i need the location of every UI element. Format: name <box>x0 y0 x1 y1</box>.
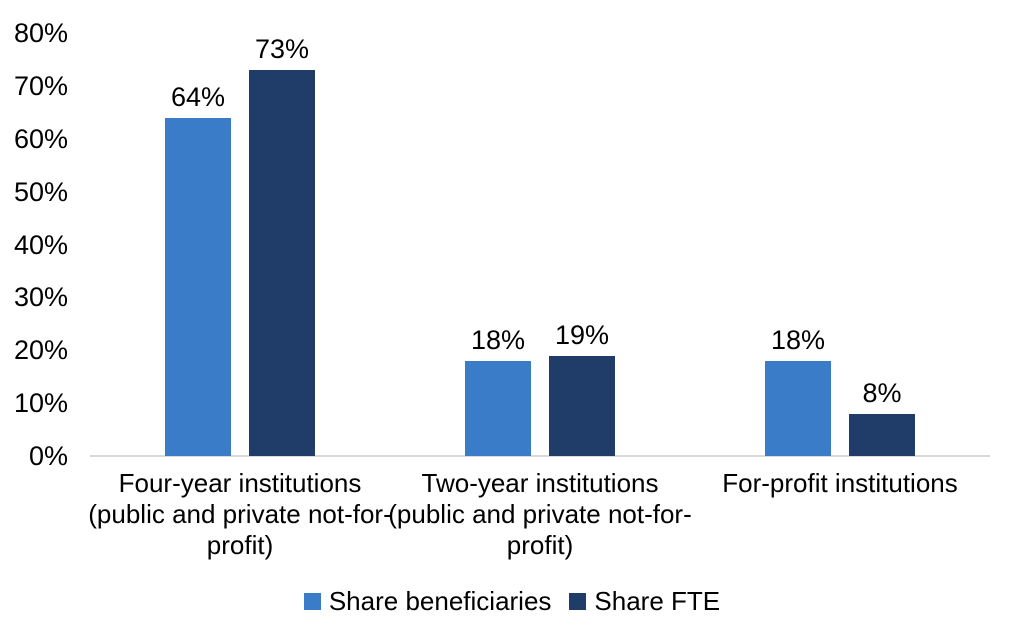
y-axis-tick-label: 40% <box>13 229 68 260</box>
bar-value-label: 18% <box>770 325 826 355</box>
x-axis-category-label-line: (public and private not-for- <box>88 499 392 529</box>
bar-value-label: 64% <box>170 82 226 112</box>
y-axis-tick-label: 20% <box>13 335 68 366</box>
x-axis-category-label-line: Two-year institutions <box>421 468 659 498</box>
legend-item-share-beneficiaries: Share beneficiaries <box>303 586 552 616</box>
legend: Share beneficiaries Share FTE <box>0 588 1024 614</box>
bar-value-label: 19% <box>554 320 610 350</box>
legend-item-share-fte: Share FTE <box>569 588 720 614</box>
legend-item-label: Share beneficiaries <box>328 586 552 616</box>
legend-color-swatch <box>303 592 321 610</box>
x-axis-line <box>90 455 990 457</box>
bar-share-beneficiaries-four-year <box>165 118 231 456</box>
y-axis-tick-label: 30% <box>13 282 68 313</box>
y-axis-tick-label: 10% <box>13 388 68 419</box>
y-axis-tick-label: 60% <box>13 123 68 154</box>
x-axis-category-label-line: (public and private not-for- <box>388 499 692 529</box>
bar-share-fte-four-year <box>249 70 315 456</box>
bar-value-label: 18% <box>470 325 526 355</box>
bar-share-beneficiaries-for-profit <box>765 361 831 456</box>
bar-share-beneficiaries-two-year <box>465 361 531 456</box>
y-axis-tick-label: 50% <box>13 176 68 207</box>
bar-share-fte-for-profit <box>849 414 915 456</box>
y-axis-tick-label: 80% <box>13 18 68 48</box>
legend-item-label: Share FTE <box>594 586 721 616</box>
bar-value-label: 8% <box>862 378 902 408</box>
x-axis-category-label-line: For-profit institutions <box>722 468 958 498</box>
legend-color-swatch <box>569 592 587 610</box>
x-axis-category-label-line: profit) <box>206 530 274 560</box>
x-axis-category-label-line: profit) <box>506 530 574 560</box>
bar-value-label: 73% <box>254 34 310 64</box>
x-axis-category-label-line: Four-year institutions <box>118 468 362 498</box>
y-axis-tick-label: 70% <box>13 70 68 101</box>
y-axis-tick-label: 0% <box>28 441 68 471</box>
bar-share-fte-two-year <box>549 356 615 456</box>
